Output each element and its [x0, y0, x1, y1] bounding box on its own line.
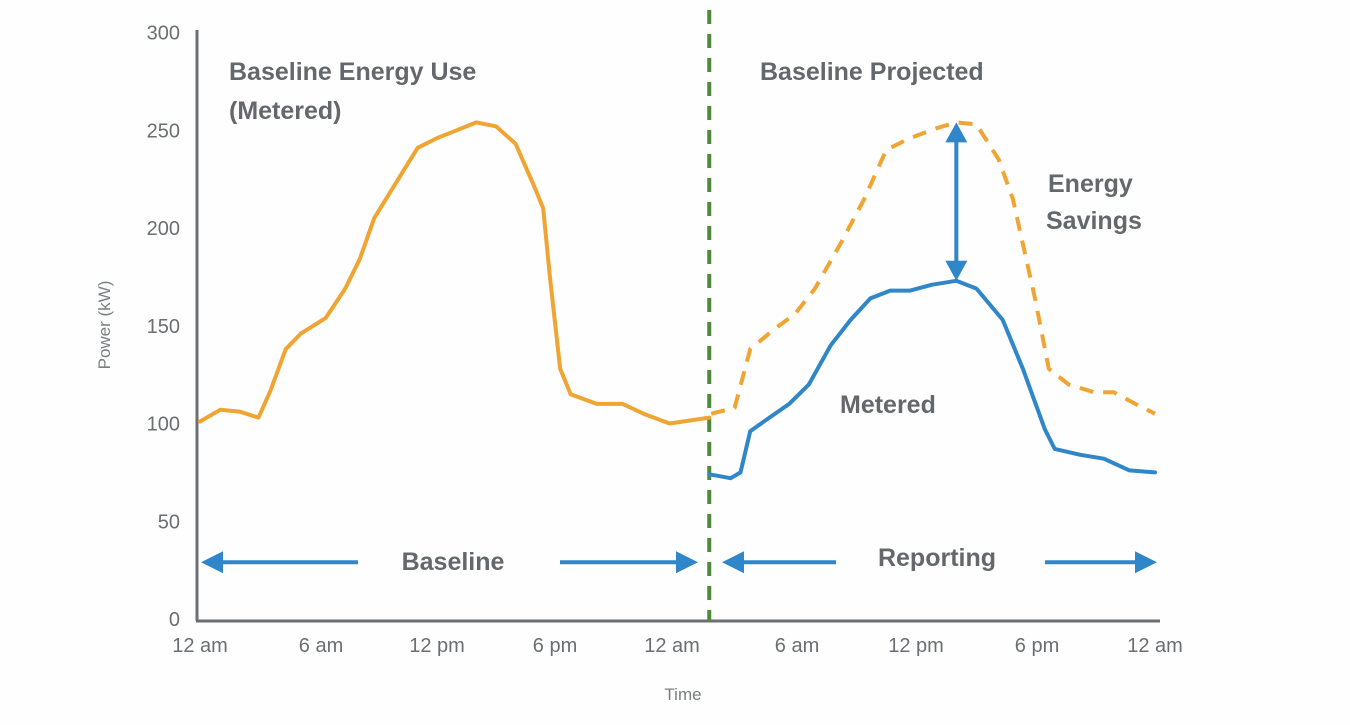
x-tick-label: 6 am: [775, 635, 819, 657]
y-axis-label: Power (kW): [95, 281, 114, 370]
x-tick-label: 12 pm: [409, 635, 465, 657]
series-line-metered: [707, 278, 1157, 481]
annotation-baseline-use-line1: Baseline Energy Use: [229, 58, 476, 86]
series-line-baseline: [198, 120, 712, 426]
x-tick-label: 12 pm: [888, 635, 944, 657]
y-tick-label: 150: [147, 316, 180, 338]
savings-arrow-head-down: [945, 260, 968, 281]
x-tick-label: 6 pm: [1015, 635, 1059, 657]
annotation-reporting-period: Reporting: [878, 544, 996, 572]
annotation-energy-savings-line1: Energy: [1048, 170, 1133, 198]
x-tick-label: 6 am: [299, 635, 343, 657]
annotation-energy-savings-line2: Savings: [1046, 207, 1142, 235]
x-tick-label: 12 am: [1127, 635, 1183, 657]
x-axis-ticks: 12 am 6 am 12 pm 6 pm 12 am 6 am 12 pm 6 pm 12 a…: [172, 635, 1183, 657]
y-tick-label: 200: [147, 218, 180, 240]
annotation-arrows: [201, 122, 1157, 574]
reporting-right-arrow-head: [1135, 551, 1157, 574]
x-tick-label: 12 am: [644, 635, 700, 657]
y-tick-label: 50: [158, 511, 180, 533]
y-tick-label: 100: [147, 414, 180, 436]
y-tick-label: 0: [169, 609, 180, 631]
baseline-right-arrow-head: [676, 551, 698, 574]
y-axis-ticks: 0 50 100 150 200 250 300: [147, 23, 180, 632]
annotation-baseline-projected: Baseline Projected: [760, 58, 984, 86]
x-tick-label: 12 am: [172, 635, 228, 657]
y-tick-label: 300: [147, 23, 180, 45]
annotation-baseline-use-line2: (Metered): [229, 97, 342, 125]
annotation-baseline-period: Baseline: [402, 548, 505, 576]
savings-arrow-head-up: [945, 122, 968, 143]
y-tick-label: 250: [147, 120, 180, 142]
reporting-left-arrow-head: [722, 551, 744, 574]
annotation-metered: Metered: [840, 391, 936, 419]
series-group: [198, 120, 1157, 481]
x-axis-label: Time: [664, 685, 701, 704]
series-line-projected: [710, 120, 1156, 416]
x-tick-label: 6 pm: [533, 635, 577, 657]
baseline-left-arrow-head: [201, 551, 223, 574]
